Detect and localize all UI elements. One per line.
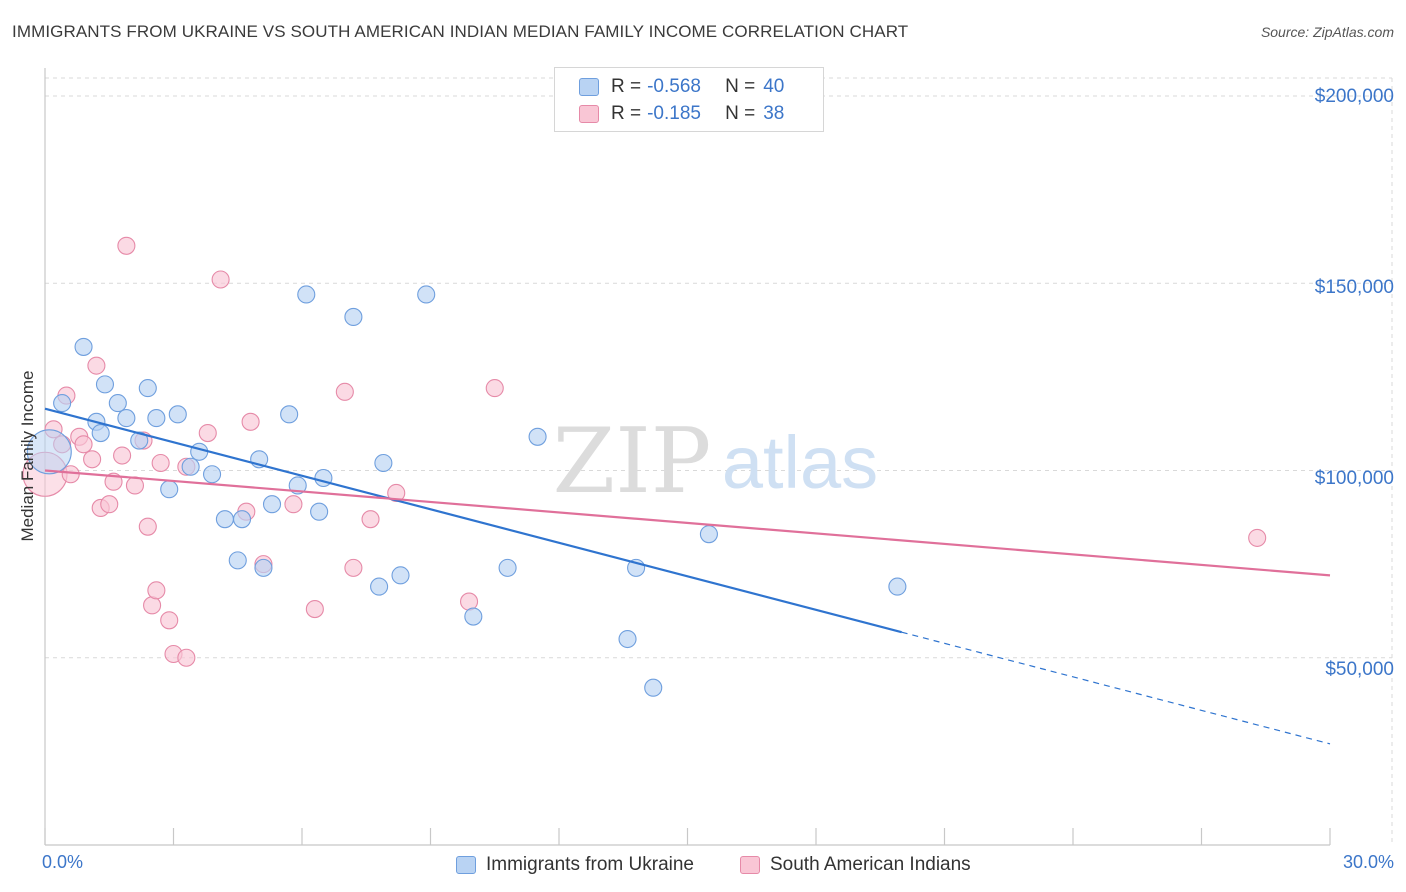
point-ukraine-13	[181, 457, 200, 476]
stats-legend: R = -0.568 N = 40 R = -0.185 N = 38	[554, 67, 824, 132]
point-ukraine-25	[310, 502, 329, 521]
point-south-american-indian-8	[87, 356, 106, 375]
point-south-american-indian-4	[61, 465, 80, 484]
point-ukraine-27	[344, 307, 363, 327]
watermark-zip: ZIP	[553, 409, 712, 514]
point-ukraine-30	[391, 566, 410, 585]
y-tick-label-150000: $150,000	[1314, 277, 1394, 298]
point-south-american-indian-17	[143, 596, 162, 615]
point-ukraine-0	[26, 429, 72, 475]
point-south-american-indian-32	[344, 558, 363, 577]
trendline-ukraine	[44, 407, 902, 634]
point-ukraine-9	[138, 379, 157, 398]
trend-lines	[44, 407, 1331, 745]
trendline-south-american-indians	[44, 469, 1331, 577]
point-south-american-indian-36	[485, 379, 504, 398]
point-ukraine-10	[147, 409, 166, 428]
point-south-american-indian-25	[211, 270, 230, 289]
point-south-american-indian-10	[100, 495, 119, 514]
point-ukraine-2	[74, 337, 93, 356]
y-tick-label-50000: $50,000	[1325, 659, 1394, 680]
point-south-american-indian-34	[387, 483, 406, 503]
legend-row-ukraine: R = -0.568 N = 40	[579, 74, 784, 100]
point-ukraine-37	[644, 678, 663, 697]
point-south-american-indian-13	[117, 236, 136, 255]
point-south-american-indian-23	[177, 648, 196, 667]
point-ukraine-8	[130, 431, 149, 450]
legend-r-label: R =	[611, 76, 642, 97]
point-ukraine-29	[374, 453, 393, 473]
point-south-american-indian-31	[335, 382, 354, 401]
legend-n-value-south-american-indians: 38	[763, 103, 785, 124]
legend-swatch-south-american-indians	[579, 105, 599, 123]
point-ukraine-34	[528, 427, 547, 446]
point-south-american-indian-12	[113, 446, 132, 465]
legend-n-label: N =	[725, 76, 756, 97]
point-south-american-indian-29	[284, 495, 303, 514]
point-ukraine-11	[160, 480, 179, 499]
legend-swatch-south-american-indians	[740, 856, 760, 874]
point-south-american-indian-7	[83, 450, 102, 469]
point-ukraine-18	[232, 510, 252, 529]
legend-n-label: N =	[725, 103, 756, 124]
point-ukraine-17	[228, 551, 247, 570]
point-south-american-indian-20	[160, 611, 179, 630]
legend-r-label: R =	[611, 103, 642, 124]
y-tick-label-100000: $100,000	[1314, 468, 1394, 489]
point-south-american-indian-24	[198, 423, 217, 443]
legend-r-value-south-american-indians: -0.185	[647, 103, 701, 124]
legend-row-south-american-indians: R = -0.185 N = 38	[579, 101, 784, 127]
legend-label-ukraine: Immigrants from Ukraine	[486, 854, 694, 875]
point-ukraine-32	[464, 607, 483, 626]
point-ukraine-1	[53, 394, 72, 413]
point-south-american-indian-37	[1248, 528, 1267, 547]
source-label: Source: ZipAtlas.com	[1260, 24, 1394, 40]
series-legend: Immigrants from Ukraine South American I…	[0, 852, 1406, 878]
point-south-american-indian-14	[125, 476, 144, 495]
legend-r-value-ukraine: -0.568	[647, 76, 701, 97]
point-ukraine-15	[203, 465, 222, 484]
watermark-atlas: atlas	[722, 421, 878, 504]
legend-swatch-ukraine	[456, 856, 476, 874]
point-south-american-indian-16	[138, 517, 157, 536]
point-ukraine-5	[95, 375, 115, 394]
point-ukraine-38	[699, 525, 718, 544]
trendline-ukraine-extension	[901, 631, 1331, 745]
point-south-american-indian-30	[305, 600, 324, 619]
point-ukraine-16	[215, 510, 234, 529]
point-ukraine-31	[417, 285, 436, 304]
legend-label-south-american-indians: South American Indians	[770, 854, 971, 875]
point-ukraine-22	[280, 405, 299, 424]
point-ukraine-14	[190, 442, 209, 461]
point-south-american-indian-27	[241, 412, 260, 431]
point-ukraine-20	[254, 558, 273, 577]
chart-title: IMMIGRANTS FROM UKRAINE VS SOUTH AMERICA…	[12, 22, 909, 41]
point-ukraine-39	[888, 577, 907, 596]
legend-swatch-ukraine	[579, 78, 599, 96]
legend-n-value-ukraine: 40	[763, 76, 785, 97]
point-ukraine-33	[498, 558, 517, 577]
point-south-american-indian-19	[151, 453, 170, 473]
point-south-american-indian-35	[459, 592, 479, 611]
point-ukraine-7	[117, 409, 136, 428]
watermark: ZIP atlas	[553, 409, 878, 514]
point-ukraine-4	[91, 423, 110, 443]
point-ukraine-35	[618, 629, 637, 649]
legend-item-ukraine[interactable]: Immigrants from Ukraine	[456, 852, 694, 878]
x-tick-label-min: 0.0%	[42, 852, 84, 872]
point-ukraine-24	[297, 285, 316, 304]
y-axis-title: Median Family Income	[18, 370, 37, 542]
point-ukraine-6	[108, 394, 127, 413]
point-south-american-indian-18	[147, 581, 166, 600]
point-ukraine-28	[370, 577, 389, 596]
point-ukraine-21	[262, 495, 282, 514]
x-tick-label-max: 30.0%	[1342, 852, 1394, 872]
legend-item-south-american-indians[interactable]: South American Indians	[740, 852, 971, 878]
point-south-american-indian-33	[361, 510, 380, 529]
point-ukraine-12	[168, 405, 187, 424]
y-tick-label-200000: $200,000	[1314, 86, 1394, 107]
point-south-american-indian-6	[74, 435, 93, 454]
